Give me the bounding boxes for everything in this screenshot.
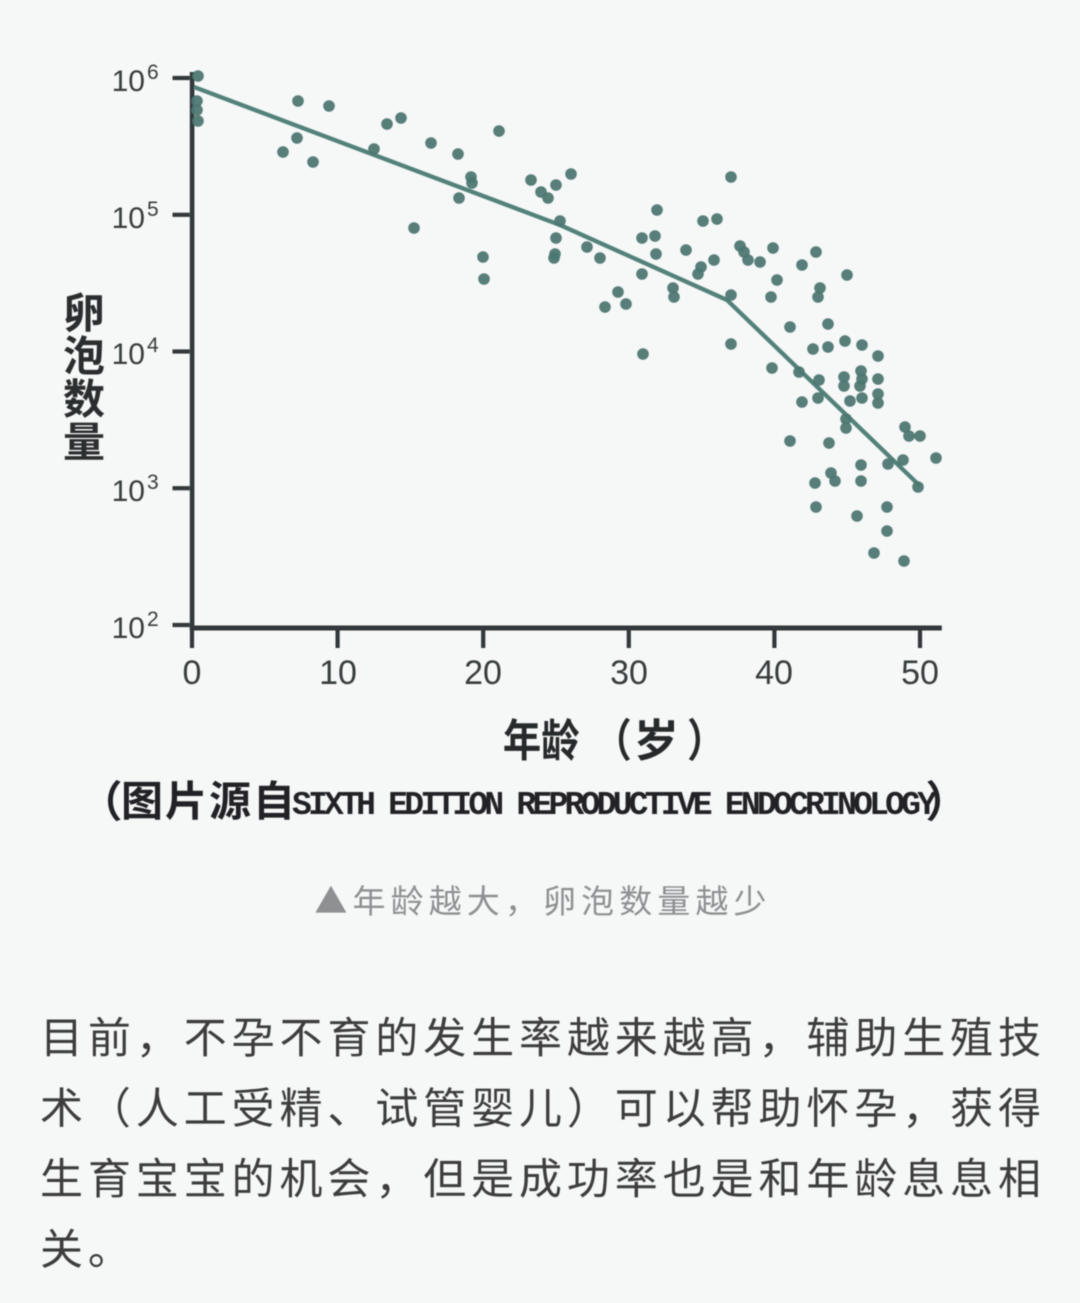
svg-text:10: 10	[112, 338, 145, 371]
svg-text:10: 10	[319, 654, 357, 692]
svg-text:SIXTH EDITION REPRODUCTIVE END: SIXTH EDITION REPRODUCTIVE ENDOCRINOLOGY	[292, 787, 937, 824]
svg-text:4: 4	[147, 334, 159, 357]
svg-text:50: 50	[901, 654, 939, 692]
svg-text:2: 2	[147, 608, 159, 631]
svg-text:5: 5	[147, 198, 159, 221]
svg-text:6: 6	[147, 61, 159, 84]
svg-text:20: 20	[464, 654, 502, 692]
svg-text:10: 10	[112, 65, 145, 98]
svg-text:10: 10	[112, 475, 145, 508]
svg-text:10: 10	[112, 202, 145, 235]
svg-text:40: 40	[755, 654, 793, 692]
svg-text:0: 0	[183, 654, 202, 692]
svg-text:3: 3	[147, 471, 159, 494]
svg-text:10: 10	[112, 612, 145, 645]
svg-text:30: 30	[610, 654, 648, 692]
